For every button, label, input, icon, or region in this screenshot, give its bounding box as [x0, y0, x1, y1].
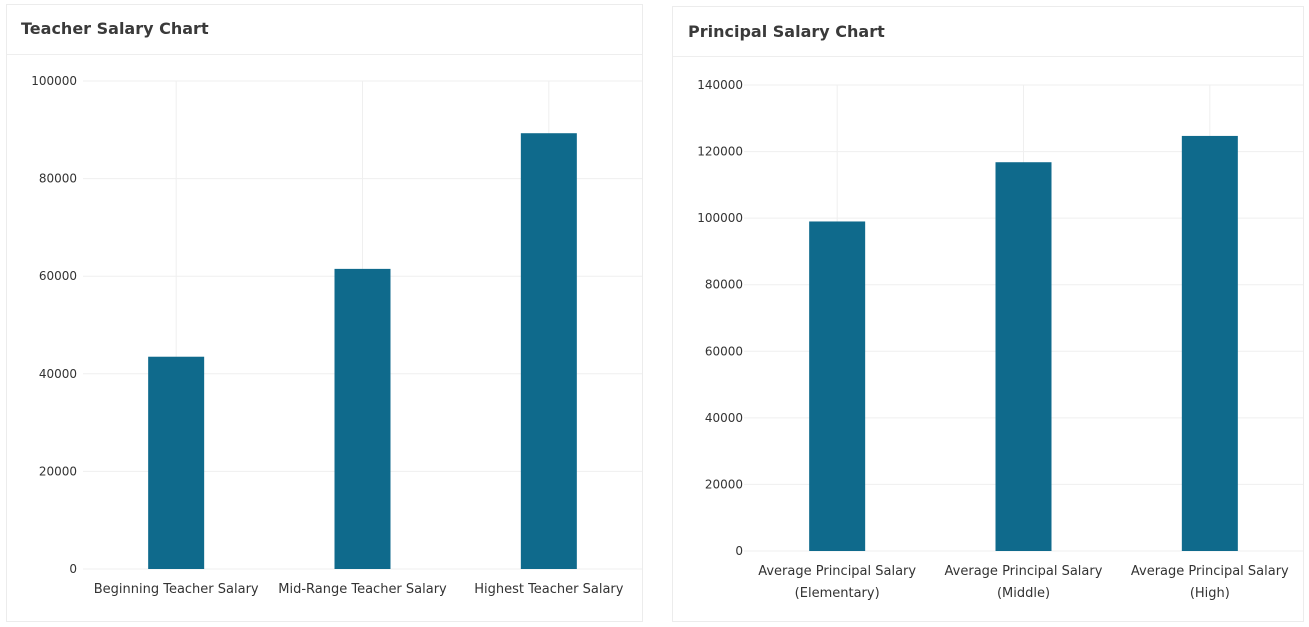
x-category-label: Average Principal Salary (High)	[1131, 564, 1289, 601]
x-category-label: Average Principal Salary (Middle)	[945, 564, 1103, 601]
x-category-label-line: Average Principal Salary	[1131, 564, 1289, 579]
x-category-label: Beginning Teacher Salary	[94, 582, 259, 597]
x-category-label-line: Highest Teacher Salary	[474, 582, 624, 597]
y-tick-label: 140000	[697, 78, 743, 92]
chart-title: Principal Salary Chart	[688, 22, 885, 41]
x-category-label-line: (Middle)	[997, 586, 1050, 601]
x-category-label-line: Mid-Range Teacher Salary	[278, 582, 447, 597]
y-tick-label: 40000	[705, 411, 743, 425]
x-category-label: Average Principal Salary (Elementary)	[758, 564, 916, 601]
teacher-salary-panel: Teacher Salary Chart 0 20000 40000 60000 800…	[6, 4, 643, 622]
y-tick-label: 80000	[705, 278, 743, 292]
y-tick-label: 20000	[705, 477, 743, 491]
y-tick-label: 40000	[39, 367, 77, 381]
panel-header: Teacher Salary Chart	[7, 5, 642, 55]
y-tick-label: 60000	[705, 344, 743, 358]
x-category-label-line: (Elementary)	[795, 586, 880, 601]
teacher-salary-chart: 0 20000 40000 60000 80000 100000 Beginning Tea…	[31, 74, 642, 597]
y-tick-label: 100000	[31, 74, 77, 88]
bar	[148, 356, 205, 569]
principal-salary-panel: Principal Salary Chart 0 20000 40000 60000 8…	[672, 6, 1304, 622]
principal-salary-chart: 0 20000 40000 60000 80000 100000 120000 140000 A…	[697, 78, 1303, 601]
x-category-label: Mid-Range Teacher Salary	[278, 582, 447, 597]
y-tick-label: 120000	[697, 145, 743, 159]
y-tick-label: 20000	[39, 464, 77, 478]
y-tick-label: 80000	[39, 172, 77, 186]
y-tick-label: 100000	[697, 211, 743, 225]
bar	[334, 268, 391, 569]
y-tick-label: 60000	[39, 269, 77, 283]
x-category-label: Highest Teacher Salary	[474, 582, 624, 597]
bar	[1181, 135, 1238, 552]
y-tick-label: 0	[735, 544, 743, 558]
x-category-label-line: Beginning Teacher Salary	[94, 582, 259, 597]
bar	[520, 133, 577, 569]
chart-title: Teacher Salary Chart	[21, 19, 209, 38]
bar	[809, 221, 866, 551]
x-category-label-line: Average Principal Salary	[758, 564, 916, 579]
bar	[995, 162, 1052, 552]
panel-header: Principal Salary Chart	[673, 7, 1303, 57]
x-category-label-line: (High)	[1190, 586, 1230, 601]
x-category-label-line: Average Principal Salary	[945, 564, 1103, 579]
y-tick-label: 0	[69, 562, 77, 576]
